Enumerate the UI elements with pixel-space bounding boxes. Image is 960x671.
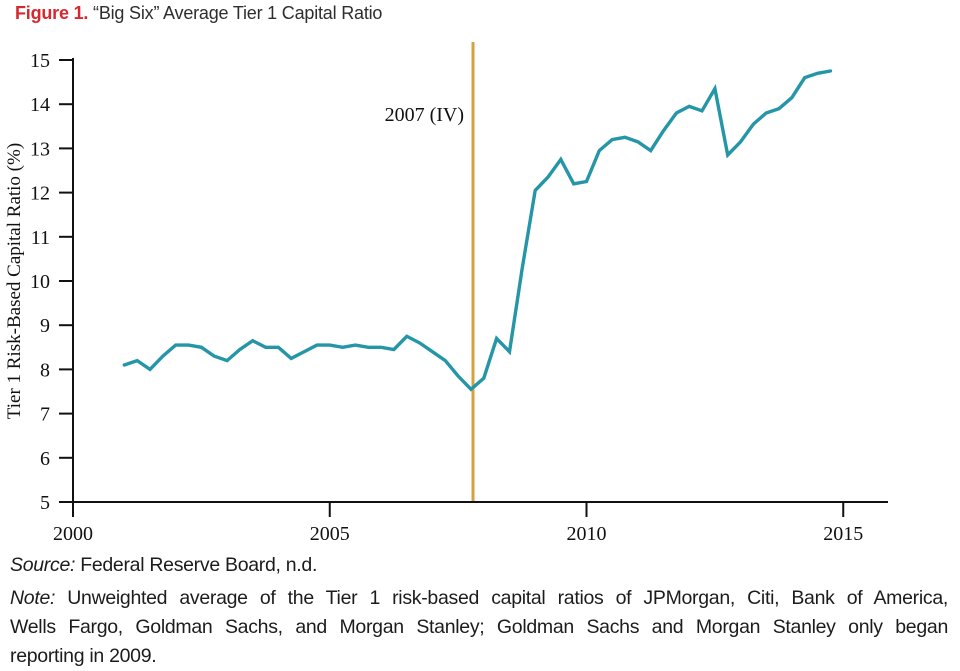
y-tick-label: 14 (30, 94, 50, 116)
source-prefix: Source: (10, 554, 76, 576)
x-tick-label: 2010 (567, 523, 607, 545)
note-line-1-text: Unweighted average of the Tier 1 risk-ba… (55, 587, 948, 609)
y-tick-label: 6 (40, 448, 50, 470)
recession-marker-label: 2007 (IV) (384, 104, 464, 126)
figure-title: Figure 1. “Big Six” Average Tier 1 Capit… (15, 3, 382, 24)
note-block: Note: Unweighted average of the Tier 1 r… (10, 584, 948, 671)
capital-ratio-chart: 5 6 7 8 9 10 11 12 13 14 15 2000 2005 2010 2015 (30, 42, 888, 545)
source-line: Source: Federal Reserve Board, n.d. (10, 551, 948, 580)
y-tick-label: 13 (30, 138, 50, 160)
x-tick-label: 2005 (310, 523, 350, 545)
y-tick-label: 7 (40, 404, 50, 426)
y-tick-label: 9 (40, 315, 50, 337)
y-tick-label: 8 (40, 359, 50, 381)
figure-title-text: “Big Six” Average Tier 1 Capital Ratio (93, 3, 383, 23)
y-tick-label: 5 (40, 492, 50, 514)
note-line-1: Note: Unweighted average of the Tier 1 r… (10, 584, 948, 613)
y-tick-label: 10 (30, 271, 50, 293)
y-tick-label: 12 (30, 183, 50, 205)
y-tick-label: 15 (30, 50, 50, 72)
capital-ratio-line (122, 69, 833, 392)
y-tick-label: 11 (31, 227, 50, 249)
x-tick-label: 2000 (53, 523, 93, 545)
source-text: Federal Reserve Board, n.d. (75, 554, 318, 576)
x-tick-label: 2015 (823, 523, 863, 545)
y-axis-title: Tier 1 Risk-Based Capital Ratio (%) (4, 142, 25, 420)
figure-number-label: Figure 1. (15, 3, 89, 23)
note-prefix: Note: (10, 587, 56, 609)
note-line-3: reporting in 2009. (10, 645, 157, 667)
note-line-2: Wells Fargo, Goldman Sachs, and Morgan S… (10, 616, 948, 638)
